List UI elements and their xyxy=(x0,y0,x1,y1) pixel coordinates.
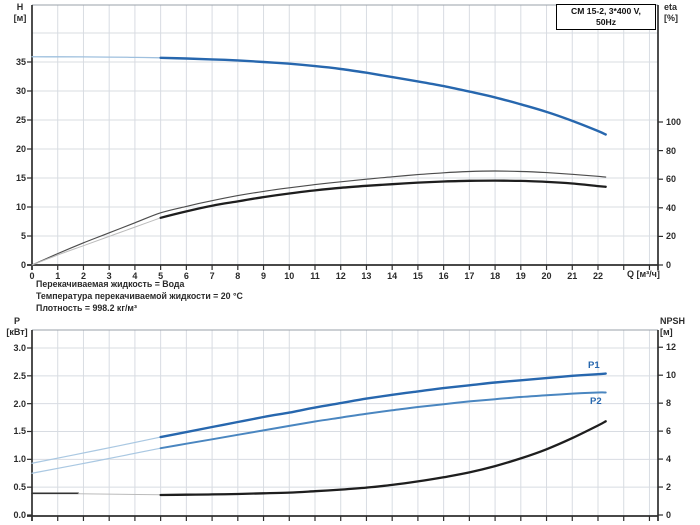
pump-model-title-box: CM 15-2, 3*400 V, 50Hz xyxy=(556,4,656,30)
eta-axis-label: eta xyxy=(664,2,678,12)
eta-tick-label: 100 xyxy=(666,117,682,127)
x-tick-label: 9 xyxy=(261,271,267,281)
x-tick-label: 6 xyxy=(183,271,189,281)
npsh-axis-unit: [м] xyxy=(660,326,673,337)
h-tick-label: 20 xyxy=(15,144,26,154)
npsh-axis-label: NPSH xyxy=(660,316,686,326)
P2-curve xyxy=(159,391,607,450)
x-tick-label: 7 xyxy=(209,271,215,281)
h-tick-label: 30 xyxy=(15,86,26,96)
x-tick-label: 2 xyxy=(80,271,86,281)
x-tick-label: 10 xyxy=(284,271,295,281)
eta-tick-label: 20 xyxy=(666,231,677,242)
p-tick-label: 2.0 xyxy=(13,398,26,409)
h-tick-label: 25 xyxy=(15,115,26,125)
h-tick-label: 10 xyxy=(15,202,26,212)
p2-curve-label: P2 xyxy=(590,396,602,407)
h-tick-label: 15 xyxy=(15,173,26,183)
x-tick-label: 22 xyxy=(592,271,603,281)
eta-tick-label: 80 xyxy=(666,145,677,156)
p-axis-unit: [кВт] xyxy=(6,326,28,337)
bottom-left-axis-title: P [кВт] xyxy=(2,316,32,337)
p-tick-label: 2.5 xyxy=(13,370,26,381)
h-tick-label: 0 xyxy=(20,260,26,270)
npsh-tick-label: 0 xyxy=(666,510,672,520)
x-tick-label: 16 xyxy=(438,271,449,281)
eta-pump-curve xyxy=(31,170,607,266)
p-tick-label: 1.5 xyxy=(13,426,26,437)
p-tick-label: 0.5 xyxy=(13,482,26,493)
x-tick-label: 4 xyxy=(132,271,138,281)
H-curve-preview xyxy=(31,56,162,59)
h-axis-label: H xyxy=(16,2,24,12)
x-tick-label: 1 xyxy=(55,271,61,281)
x-tick-label: 21 xyxy=(567,271,578,281)
top-right-axis-title: eta [%] xyxy=(664,2,690,23)
x-tick-label: 18 xyxy=(490,271,501,281)
info-line-temperature: Температура перекачиваемой жидкости = 20… xyxy=(36,290,243,301)
eta-total-curve xyxy=(159,179,607,219)
npsh-tick-label: 4 xyxy=(666,454,672,465)
x-tick-label: 20 xyxy=(541,271,552,281)
x-tick-label: 17 xyxy=(464,271,475,281)
P1-curve xyxy=(159,372,607,439)
eta-tick-label: 0 xyxy=(666,260,672,270)
q-axis-unit-label: Q [м³/ч] xyxy=(627,269,660,279)
p-axis-label: P xyxy=(13,316,20,326)
eta-tick-label: 40 xyxy=(666,202,677,213)
x-tick-label: 15 xyxy=(412,271,423,281)
p-tick-label: 1.0 xyxy=(13,454,26,465)
npsh-tick-label: 8 xyxy=(666,398,672,409)
x-tick-label: 19 xyxy=(515,271,526,281)
top-left-axis-title: H [м] xyxy=(8,2,32,23)
h-axis-unit: [м] xyxy=(13,12,27,23)
fluid-info-block: Перекачиваемая жидкость = Вода Температу… xyxy=(36,279,243,314)
p1-curve-label: P1 xyxy=(588,360,600,371)
npsh-tick-label: 6 xyxy=(666,426,672,437)
x-tick-label: 12 xyxy=(335,271,346,281)
x-tick-label: 5 xyxy=(158,271,164,281)
npsh-tick-label: 2 xyxy=(666,482,672,493)
P1-curve-preview xyxy=(31,436,162,464)
h-tick-label: 35 xyxy=(15,57,26,67)
p-tick-label: 0.0 xyxy=(13,510,26,520)
eta-axis-unit: [%] xyxy=(664,12,678,23)
NPSH-curve xyxy=(159,420,607,497)
h-tick-label: 5 xyxy=(20,231,26,241)
bottom-right-axis-title: NPSH [м] xyxy=(660,316,698,337)
x-tick-label: 14 xyxy=(387,271,398,281)
x-tick-label: 0 xyxy=(29,271,35,281)
x-tick-label: 11 xyxy=(310,271,320,281)
info-line-density: Плотность = 998.2 кг/м³ xyxy=(36,302,137,313)
info-line-fluid: Перекачиваемая жидкость = Вода xyxy=(36,279,185,289)
p-tick-label: 3.0 xyxy=(13,342,26,353)
x-tick-label: 3 xyxy=(106,271,112,281)
P2-curve-preview xyxy=(31,447,162,474)
H-curve xyxy=(159,56,607,136)
x-tick-label: 8 xyxy=(235,271,241,281)
npsh-tick-label: 10 xyxy=(666,370,677,381)
x-tick-label: 13 xyxy=(361,271,372,281)
eta-total-preview xyxy=(31,217,162,266)
npsh-tick-label: 12 xyxy=(666,342,677,353)
eta-tick-label: 60 xyxy=(666,174,677,185)
NPSH-preview xyxy=(77,493,162,496)
